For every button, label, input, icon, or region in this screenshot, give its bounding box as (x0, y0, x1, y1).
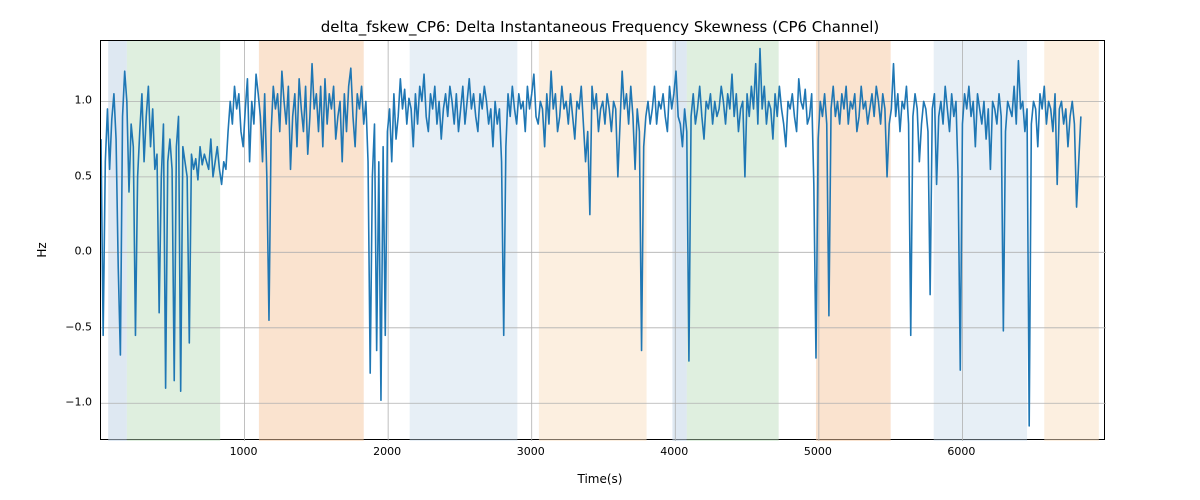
x-tick-label: 2000 (373, 445, 401, 458)
y-axis-label: Hz (35, 242, 49, 257)
y-tick-label: 1.0 (60, 94, 92, 107)
chart-title: delta_fskew_CP6: Delta Instantaneous Fre… (0, 18, 1200, 36)
figure: delta_fskew_CP6: Delta Instantaneous Fre… (0, 0, 1200, 500)
x-tick-label: 3000 (517, 445, 545, 458)
y-tick-label: −0.5 (60, 320, 92, 333)
y-tick-label: −1.0 (60, 396, 92, 409)
y-tick-label: 0.5 (60, 169, 92, 182)
x-tick-label: 5000 (804, 445, 832, 458)
line-series-layer (101, 41, 1106, 441)
x-tick-label: 1000 (230, 445, 258, 458)
y-tick-label: 0.0 (60, 245, 92, 258)
x-axis-label: Time(s) (0, 472, 1200, 486)
x-tick-label: 6000 (947, 445, 975, 458)
plot-area (100, 40, 1105, 440)
line-series (101, 49, 1081, 426)
x-tick-label: 4000 (660, 445, 688, 458)
